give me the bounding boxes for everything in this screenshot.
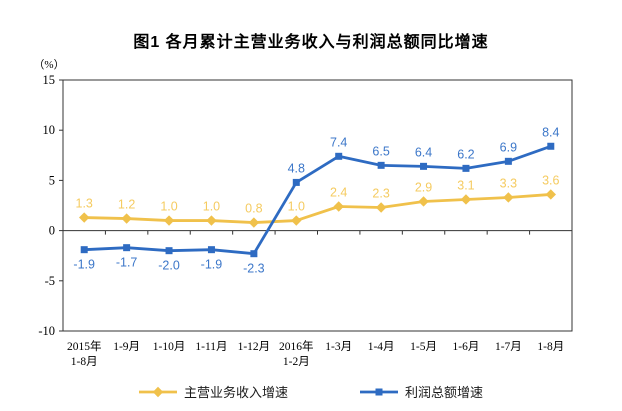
profit-series-swatch-icon bbox=[360, 388, 398, 395]
svg-text:1-8月: 1-8月 bbox=[537, 341, 564, 353]
svg-text:-5: -5 bbox=[45, 274, 55, 288]
svg-text:4.8: 4.8 bbox=[288, 161, 305, 175]
svg-text:6.9: 6.9 bbox=[500, 140, 517, 154]
svg-text:3.6: 3.6 bbox=[542, 173, 559, 187]
svg-text:5: 5 bbox=[49, 173, 55, 187]
svg-text:-10: -10 bbox=[38, 324, 55, 338]
svg-text:-1.9: -1.9 bbox=[73, 258, 95, 272]
svg-text:2015年: 2015年 bbox=[67, 339, 102, 353]
svg-text:（%）: （%） bbox=[33, 58, 64, 71]
svg-text:7.4: 7.4 bbox=[330, 135, 347, 149]
svg-text:1-7月: 1-7月 bbox=[495, 341, 522, 353]
svg-text:2.9: 2.9 bbox=[415, 180, 432, 194]
svg-text:1-9月: 1-9月 bbox=[113, 341, 140, 353]
svg-text:-2.0: -2.0 bbox=[158, 259, 180, 273]
legend-label-profit: 利润总额增速 bbox=[405, 385, 484, 400]
svg-text:1.0: 1.0 bbox=[288, 200, 305, 214]
svg-text:6.5: 6.5 bbox=[372, 144, 389, 158]
svg-text:1.0: 1.0 bbox=[203, 200, 220, 214]
svg-text:1-4月: 1-4月 bbox=[368, 341, 395, 353]
svg-text:1-5月: 1-5月 bbox=[410, 341, 437, 353]
revenue-series-swatch-icon bbox=[138, 386, 177, 397]
svg-text:6.2: 6.2 bbox=[457, 147, 474, 161]
legend-item-profit: 利润总额增速 bbox=[360, 382, 483, 401]
svg-text:1.3: 1.3 bbox=[76, 197, 93, 211]
svg-text:1-8月: 1-8月 bbox=[71, 356, 98, 368]
chart-plot: -10 -5 0 5 10 15 （%） 2015年 1-8月 1-9月 1-10月 1-11月 1-1… bbox=[33, 58, 573, 368]
svg-text:0: 0 bbox=[49, 224, 55, 238]
svg-text:10: 10 bbox=[43, 123, 56, 137]
svg-text:-1.7: -1.7 bbox=[116, 256, 138, 270]
svg-text:2.4: 2.4 bbox=[330, 186, 347, 200]
legend-item-revenue: 主营业务收入增速 bbox=[138, 382, 288, 401]
svg-text:-2.3: -2.3 bbox=[243, 262, 265, 276]
chart-legend: 主营业务收入增速 利润总额增速 bbox=[0, 382, 622, 401]
svg-text:1-2月: 1-2月 bbox=[283, 356, 310, 368]
svg-text:1-6月: 1-6月 bbox=[453, 341, 480, 353]
svg-text:0.8: 0.8 bbox=[245, 202, 262, 216]
svg-text:2016年: 2016年 bbox=[279, 339, 314, 353]
svg-text:1.2: 1.2 bbox=[118, 198, 135, 212]
svg-text:6.4: 6.4 bbox=[415, 145, 432, 159]
chart-title: 图1 各月累计主营业务收入与利润总额同比增速 bbox=[133, 34, 489, 51]
svg-text:2.3: 2.3 bbox=[372, 187, 389, 201]
svg-text:1-12月: 1-12月 bbox=[238, 341, 271, 353]
svg-text:8.4: 8.4 bbox=[542, 125, 559, 139]
svg-text:1-11月: 1-11月 bbox=[195, 341, 227, 353]
svg-text:1.0: 1.0 bbox=[160, 200, 177, 214]
legend-label-revenue: 主营业务收入增速 bbox=[183, 385, 288, 400]
svg-text:15: 15 bbox=[43, 73, 56, 87]
svg-text:-1.9: -1.9 bbox=[201, 258, 223, 272]
svg-text:3.3: 3.3 bbox=[500, 176, 517, 190]
svg-text:1-3月: 1-3月 bbox=[325, 341, 352, 353]
svg-text:3.1: 3.1 bbox=[457, 178, 474, 192]
svg-text:1-10月: 1-10月 bbox=[153, 341, 186, 353]
